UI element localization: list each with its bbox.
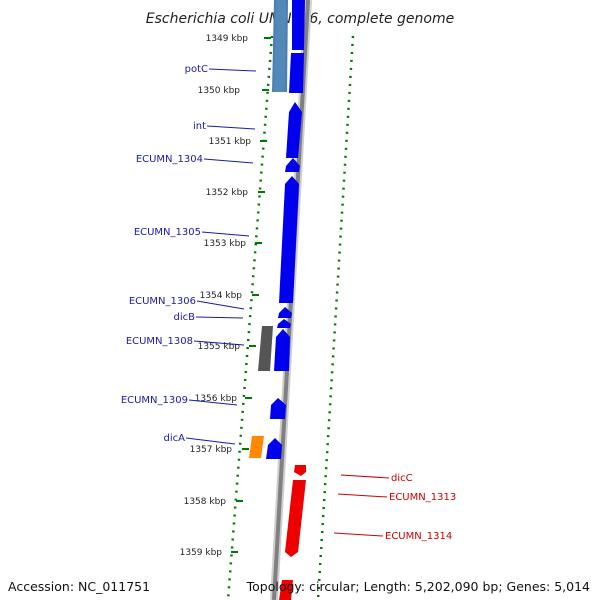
accession-text: Accession: NC_011751 — [8, 579, 151, 594]
tick-label: 1350 kbp — [198, 86, 241, 96]
outer-ruler-line — [316, 35, 355, 600]
right-gene-labels: dicC ECUMN_1313 ECUMN_1314 — [333, 473, 456, 542]
gene-label: dicB — [174, 312, 196, 323]
feature-potC-steel-highlight — [274, 0, 286, 92]
tick-label: 1356 kbp — [195, 394, 238, 404]
gene-leader-line — [185, 437, 236, 445]
feature-gray — [258, 326, 273, 371]
feature-dicA — [266, 438, 282, 459]
tick-label: 1353 kbp — [204, 239, 247, 249]
genome-summary: Topology: circular; Length: 5,202,090 bp… — [246, 579, 590, 594]
feature-ecumn-1313 — [285, 480, 306, 557]
feature-orange — [249, 436, 264, 458]
gene-label: ECUMN_1304 — [136, 154, 203, 165]
tick-label: 1355 kbp — [198, 342, 241, 352]
feature-int — [286, 102, 302, 158]
gene-label: potC — [185, 64, 208, 75]
gene-label: dicC — [391, 473, 413, 484]
gene-leader-line — [193, 340, 245, 346]
tick-label: 1349 kbp — [206, 34, 249, 44]
feature-ecumn-1304 — [285, 158, 300, 172]
feature-block-top — [292, 0, 305, 50]
feature-ecumn-1305 — [279, 176, 299, 303]
gene-leader-line — [337, 493, 388, 498]
gene-label: ECUMN_1309 — [121, 395, 188, 406]
feature-ecumn-1314 — [279, 580, 293, 600]
gene-label: ECUMN_1308 — [126, 336, 193, 347]
feature-ecumn-1309 — [270, 398, 286, 419]
gene-leader-line — [206, 125, 256, 130]
reverse-features — [279, 465, 306, 600]
feature-block-2 — [289, 53, 304, 93]
tick-label: 1354 kbp — [200, 291, 243, 301]
forward-features — [249, 0, 305, 459]
feature-dicB — [277, 319, 291, 328]
gene-leader-line — [203, 158, 254, 164]
left-gene-labels: potC int ECUMN_1304 ECUMN_1305 ECUMN_1306dic… — [121, 64, 257, 445]
gene-label: ECUMN_1305 — [134, 227, 201, 238]
gene-leader-line — [208, 68, 257, 72]
gene-leader-line — [201, 231, 250, 237]
gene-leader-line — [188, 399, 238, 406]
tick-label: 1358 kbp — [184, 497, 227, 507]
feature-ecumn-1308 — [274, 329, 290, 371]
tick-label: 1359 kbp — [180, 548, 223, 558]
tick-labels: 1349 kbp 1350 kbp 1351 kbp 1352 kbp 1353 kbp… — [180, 34, 271, 558]
gene-leader-line — [333, 532, 384, 537]
gene-label: ECUMN_1314 — [385, 531, 452, 542]
feature-ecumn-1306 — [278, 307, 292, 318]
gene-label: int — [193, 121, 206, 132]
gene-leader-line — [196, 300, 245, 310]
tick-label: 1357 kbp — [190, 445, 233, 455]
gene-label: ECUMN_1306 — [129, 296, 196, 307]
tick-label: 1352 kbp — [206, 188, 249, 198]
feature-dicC — [294, 465, 306, 476]
gene-leader-line — [340, 474, 390, 479]
gene-label: ECUMN_1313 — [389, 492, 456, 503]
tick-label: 1351 kbp — [209, 137, 252, 147]
gene-leader-line — [195, 316, 244, 319]
gene-label: dicA — [164, 433, 186, 444]
